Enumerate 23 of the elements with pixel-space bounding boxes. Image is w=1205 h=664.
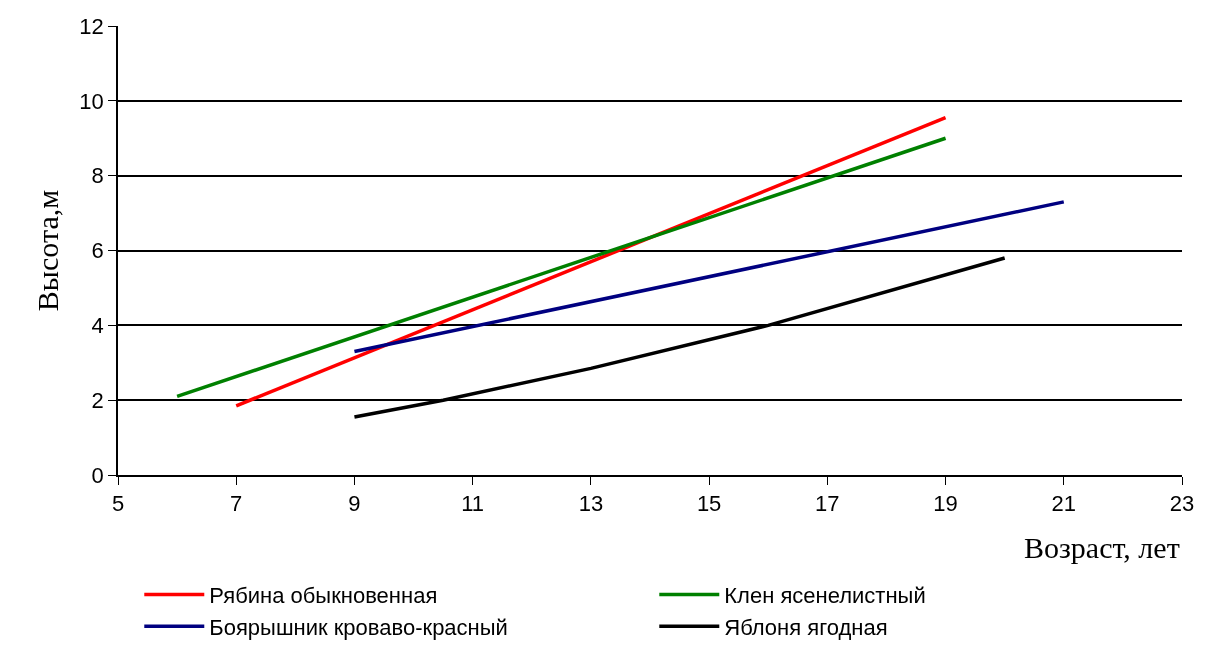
y-tick-label: 0 <box>91 462 104 488</box>
x-axis-title: Возраст, лет <box>1024 531 1180 564</box>
x-tick-label: 21 <box>1051 491 1077 517</box>
y-tick-label: 6 <box>91 238 104 264</box>
y-tick-label: 10 <box>79 88 104 114</box>
legend-label: Клен ясенелистный <box>724 583 926 609</box>
legend-label: Яблоня ягодная <box>724 614 888 640</box>
x-tick-label: 15 <box>696 491 722 517</box>
x-tick-label: 11 <box>461 491 485 517</box>
x-tick-label: 23 <box>1169 491 1195 517</box>
x-tick-label: 9 <box>348 491 361 517</box>
legend-label: Рябина обыкновенная <box>209 583 438 609</box>
y-tick-label: 8 <box>91 163 104 189</box>
x-tick-label: 13 <box>578 491 604 517</box>
legend-label: Боярышник кроваво-красный <box>209 614 508 640</box>
x-tick-label: 5 <box>111 491 125 517</box>
y-tick-label: 12 <box>79 13 104 39</box>
y-axis-title: Высота,м <box>30 189 64 312</box>
y-tick-label: 2 <box>91 387 104 413</box>
x-tick-label: 19 <box>933 491 958 517</box>
x-tick-label: 7 <box>230 491 243 517</box>
y-tick-label: 4 <box>91 313 104 339</box>
x-tick-label: 17 <box>815 491 840 517</box>
